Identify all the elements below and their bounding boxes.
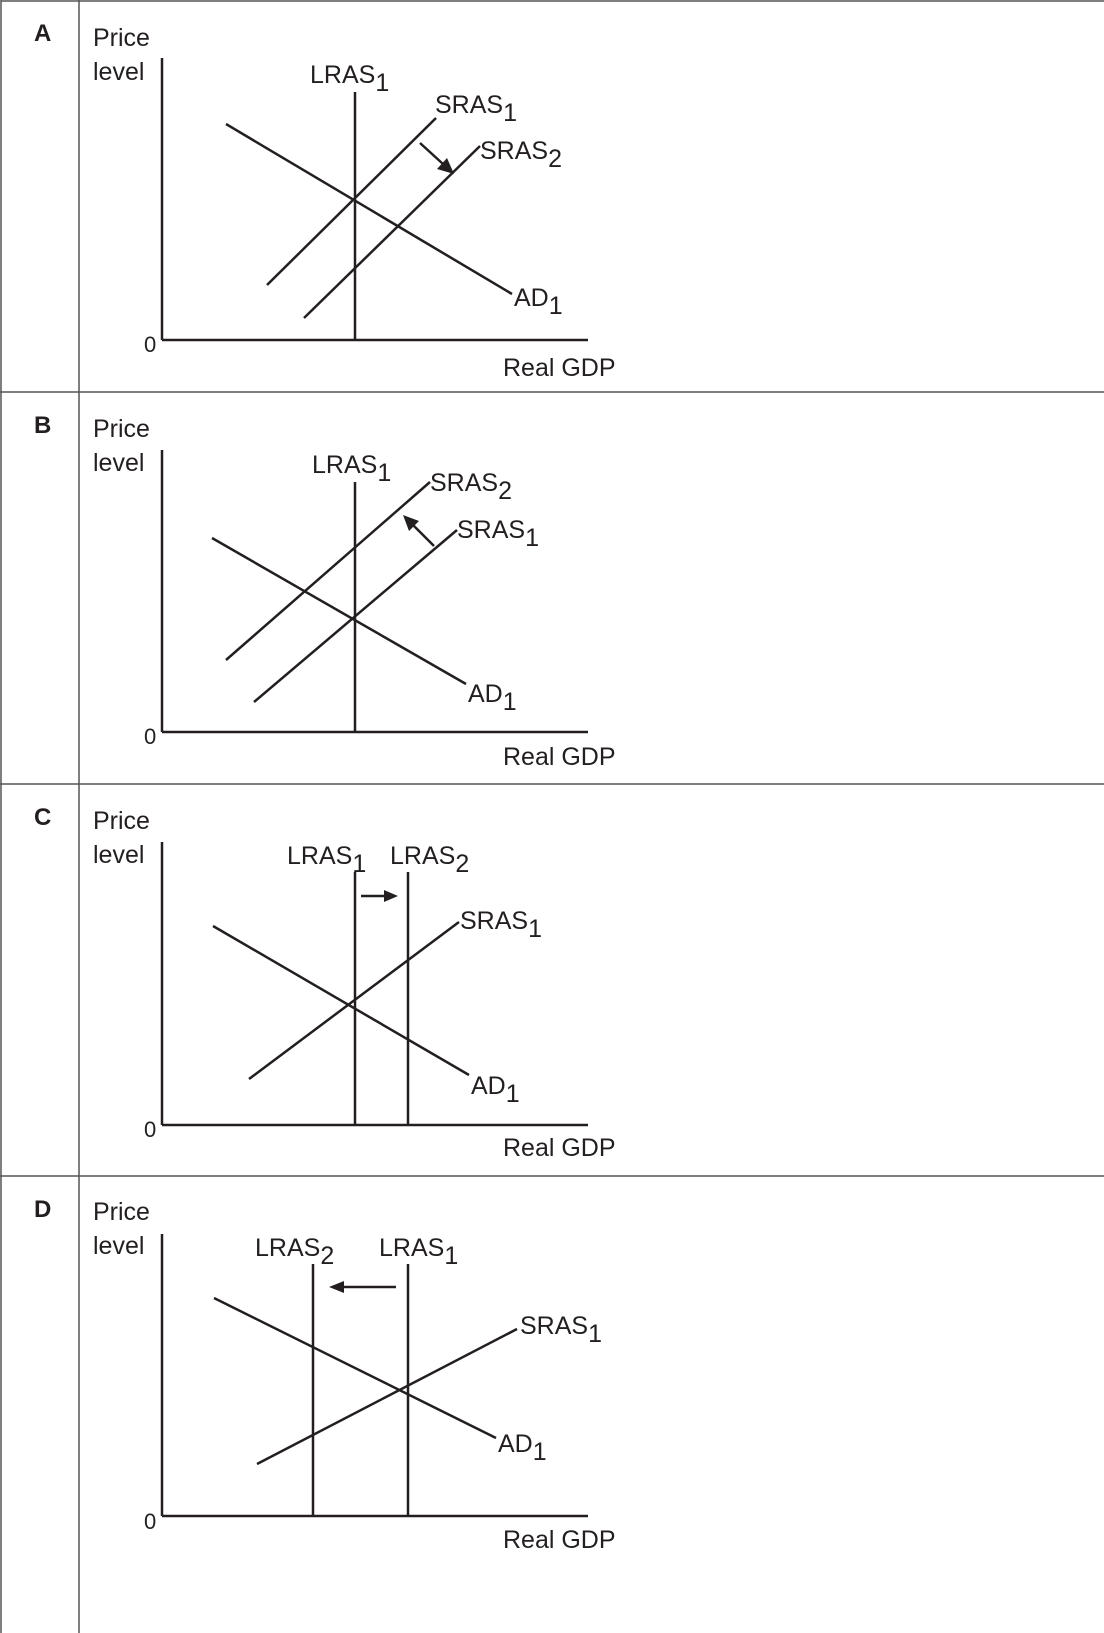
option-a-panel[interactable]: A Price level 0 Real GDP LRAS1 SRAS1 SRA… [0, 0, 1104, 392]
option-letter: B [34, 412, 52, 439]
lras1-label: LRAS1 [310, 61, 389, 97]
option-a-diagram: Price level 0 Real GDP LRAS1 SRAS1 SRAS2… [93, 24, 616, 382]
option-d-diagram: Price level 0 Real GDP LRAS2 LRAS1 SRAS1… [93, 1198, 616, 1554]
option-letter-cell: D [0, 1176, 79, 1633]
shift-arrow [361, 890, 398, 902]
y-axis-label-level: level [93, 1232, 144, 1260]
y-axis-label-level: level [93, 841, 144, 869]
sras2-curve [303, 145, 481, 319]
option-b-panel[interactable]: B Price level 0 Real GDP LRAS1 SRAS2 SRA… [0, 392, 1104, 784]
option-d-panel[interactable]: D Price level 0 Real GDP LRAS2 LRAS1 SRA… [0, 1176, 1104, 1633]
y-axis-label-price: Price [93, 415, 150, 443]
sras2-label: SRAS2 [480, 137, 562, 173]
sras2-label: SRAS2 [430, 469, 512, 505]
y-axis-label-level: level [93, 58, 144, 86]
option-b-diagram: Price level 0 Real GDP LRAS1 SRAS2 SRAS1… [93, 415, 616, 771]
origin-label: 0 [144, 332, 156, 357]
sras1-curve [266, 117, 437, 286]
shift-arrow [329, 1281, 396, 1293]
x-axis-label: Real GDP [503, 1134, 616, 1162]
option-letter: C [34, 804, 52, 831]
option-letter-cell: C [0, 784, 79, 1176]
y-axis-label-level: level [93, 449, 144, 477]
ad1-curve [225, 122, 513, 296]
x-axis-label: Real GDP [503, 354, 616, 382]
x-axis-label: Real GDP [503, 1526, 616, 1554]
sras1-curve [256, 1327, 518, 1466]
y-axis-label-price: Price [93, 1198, 150, 1226]
sras1-label: SRAS1 [435, 91, 517, 127]
origin-label: 0 [144, 1117, 156, 1142]
ad1-curve [213, 1296, 497, 1440]
option-letter-cell: A [0, 0, 79, 392]
ad1-label: AD1 [498, 1430, 547, 1466]
lras2-label: LRAS2 [390, 842, 469, 878]
sras1-label: SRAS1 [520, 1312, 602, 1348]
ad1-curve [211, 536, 467, 686]
lras2-label: LRAS2 [255, 1234, 334, 1270]
ad1-label: AD1 [514, 284, 563, 320]
option-letter: D [34, 1196, 52, 1223]
ad1-label: AD1 [471, 1072, 520, 1108]
option-letter-cell: B [0, 392, 79, 784]
ad1-curve [212, 924, 470, 1077]
lras1-label: LRAS1 [287, 842, 366, 878]
x-axis-label: Real GDP [503, 743, 616, 771]
y-axis-label-price: Price [93, 807, 150, 835]
option-c-panel[interactable]: C Price level 0 Real GDP LRAS1 LRAS2 SRA… [0, 784, 1104, 1176]
sras1-label: SRAS1 [460, 907, 542, 943]
shift-arrow [419, 142, 454, 174]
option-letter: A [34, 20, 52, 47]
shift-arrow [403, 515, 435, 547]
sras2-curve [225, 481, 431, 661]
origin-label: 0 [144, 724, 156, 749]
ad1-label: AD1 [468, 680, 517, 716]
lras1-label: LRAS1 [312, 451, 391, 487]
lras1-label: LRAS1 [379, 1234, 458, 1270]
y-axis-label-price: Price [93, 24, 150, 52]
origin-label: 0 [144, 1509, 156, 1534]
sras1-curve [253, 529, 458, 703]
sras1-curve [248, 920, 460, 1081]
option-c-diagram: Price level 0 Real GDP LRAS1 LRAS2 SRAS1… [93, 807, 616, 1162]
sras1-label: SRAS1 [457, 516, 539, 552]
